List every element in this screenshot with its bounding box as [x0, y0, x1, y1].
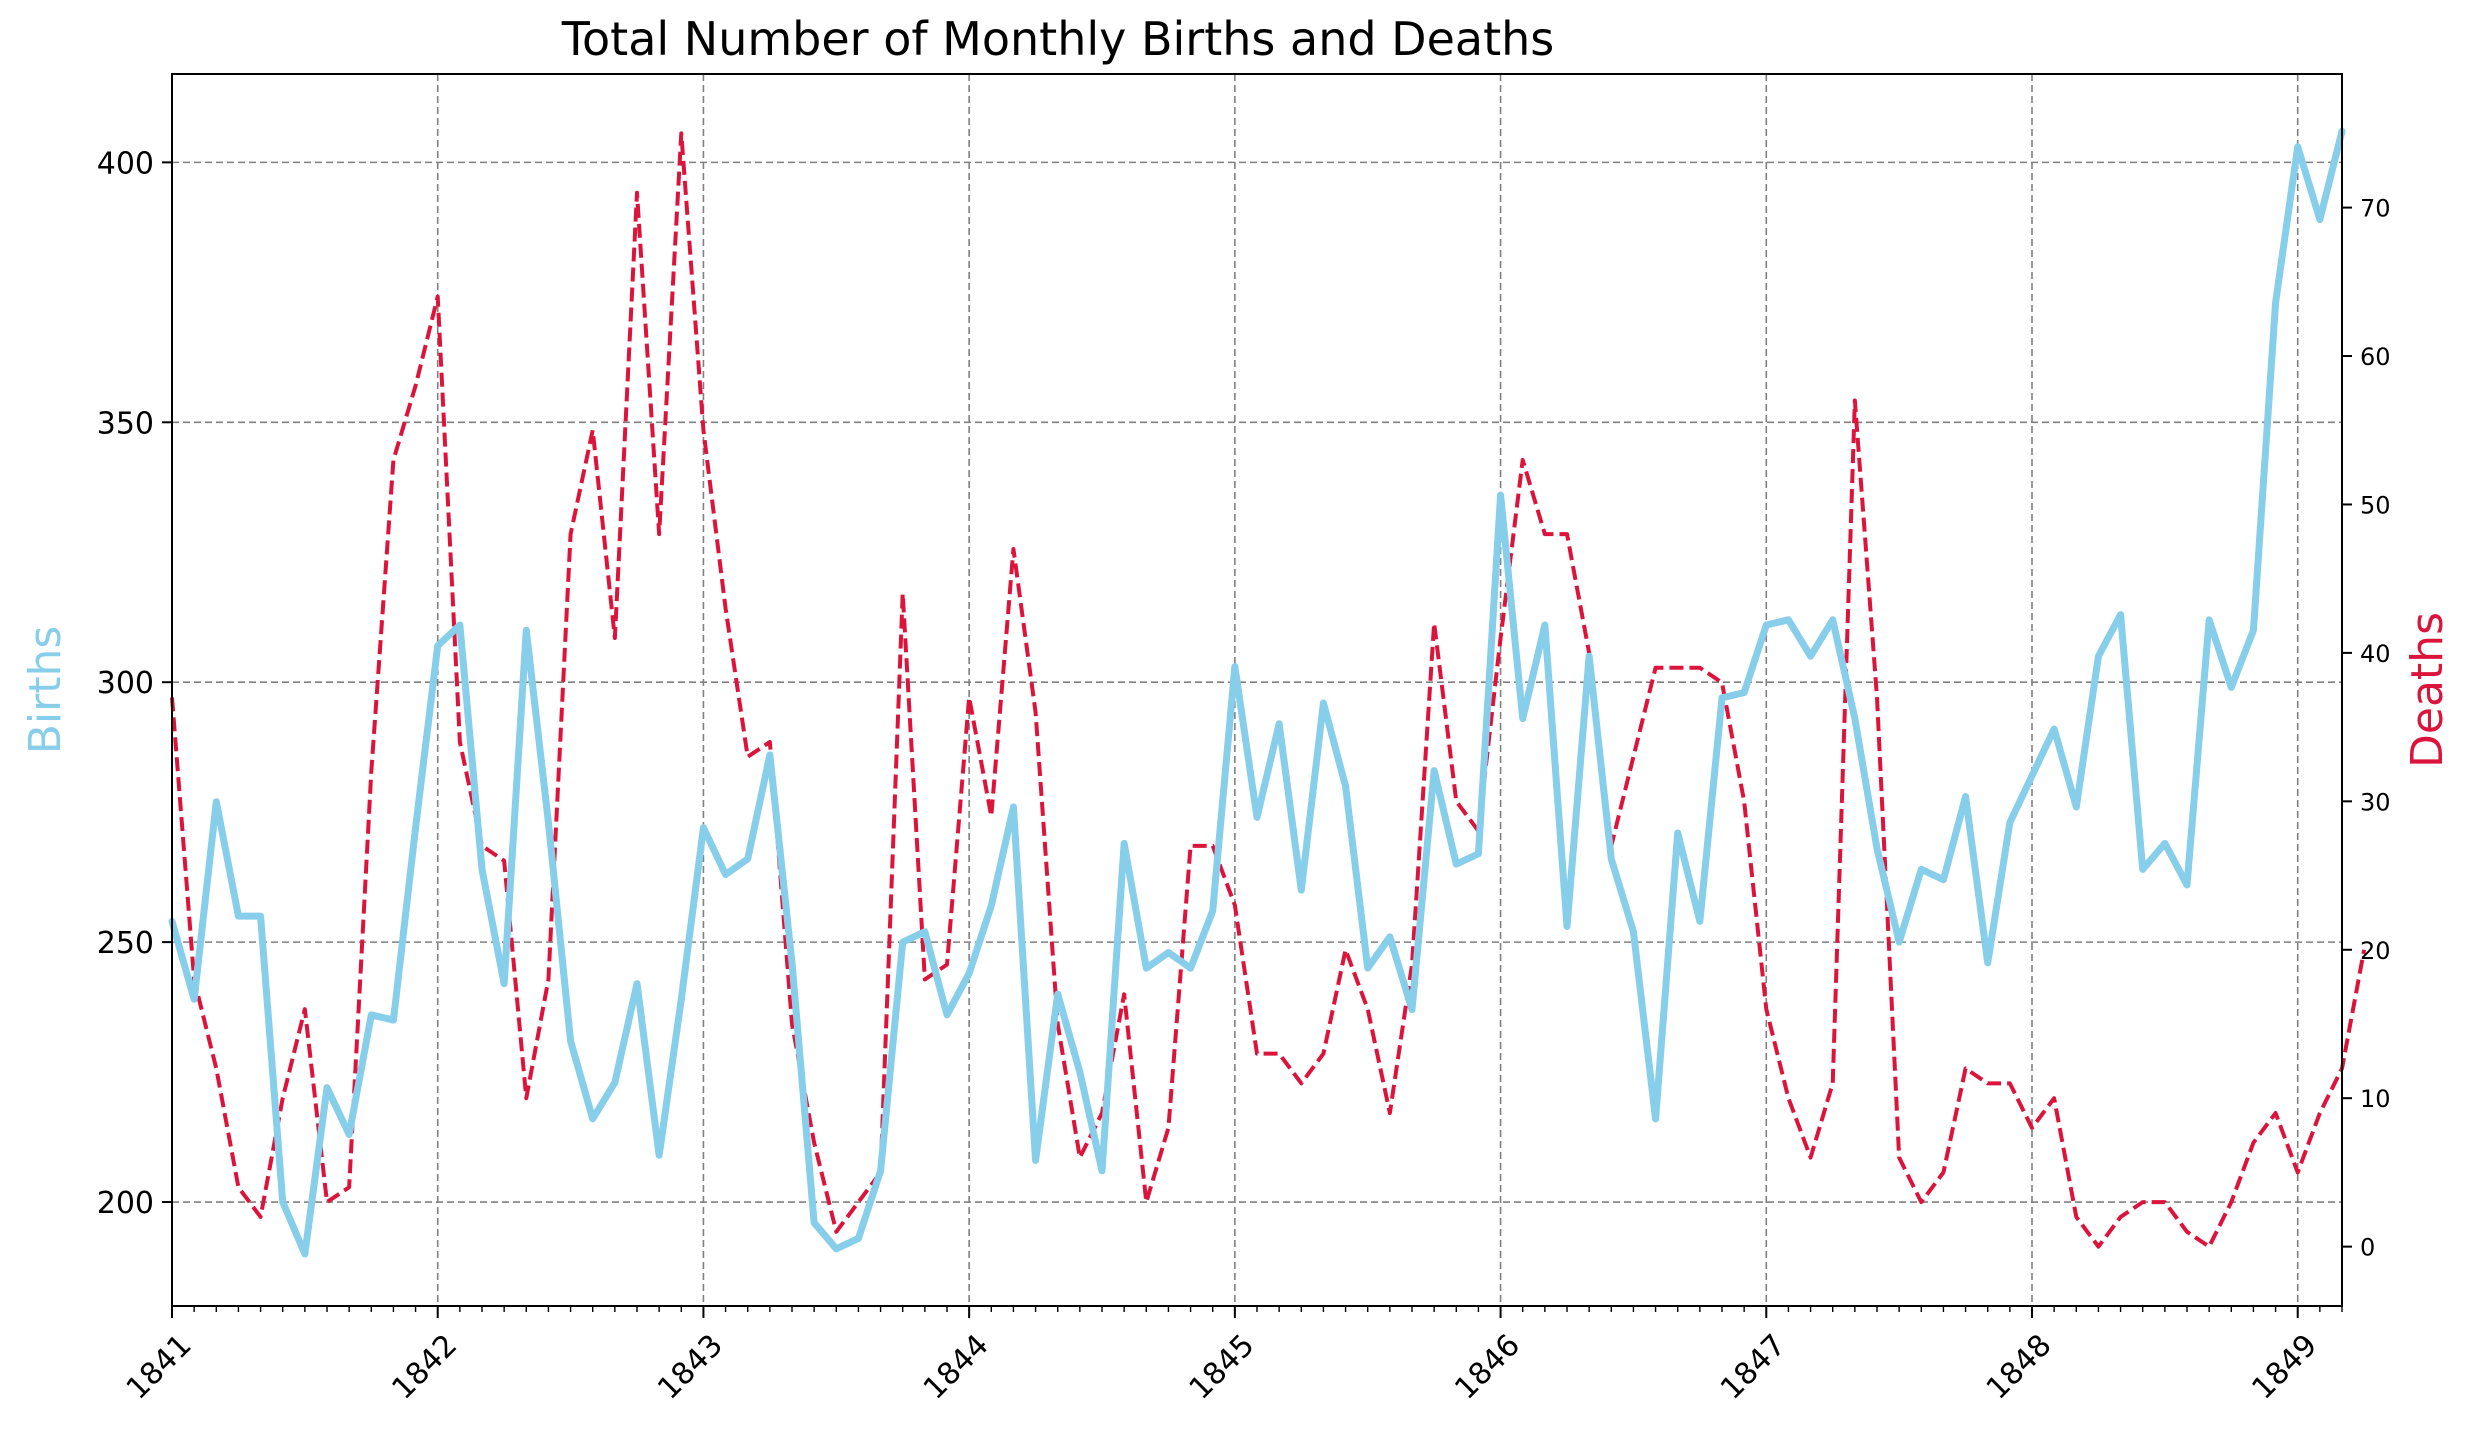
y-right-tick-label-40: 40 — [2360, 640, 2391, 668]
x-tick-label-1844: 1844 — [917, 1328, 996, 1407]
y-right-tick-label-60: 60 — [2360, 343, 2391, 371]
x-tick-label-1842: 1842 — [385, 1328, 464, 1407]
deaths-line — [170, 131, 2367, 1249]
grid-lines — [172, 74, 2342, 1306]
y-axis-label-deaths: Deaths — [2402, 612, 2453, 768]
y-left-tick-label-350: 350 — [97, 406, 154, 441]
births-series — [168, 127, 2346, 1258]
y-left-tick-label-300: 300 — [97, 666, 154, 701]
x-tick-label-1847: 1847 — [1714, 1328, 1793, 1407]
x-tick-label-1848: 1848 — [1980, 1328, 2059, 1407]
y-right-tick-label-30: 30 — [2360, 788, 2391, 816]
x-tick-label-1843: 1843 — [651, 1328, 730, 1407]
x-tick-label-1846: 1846 — [1448, 1328, 1527, 1407]
y-right-tick-label-0: 0 — [2360, 1234, 2375, 1262]
births-line — [168, 127, 2346, 1258]
y-right-tick-label-10: 10 — [2360, 1085, 2391, 1113]
x-tick-label-1845: 1845 — [1183, 1328, 1262, 1407]
y-axis-label-births: Births — [20, 626, 71, 755]
y-left-tick-label-200: 200 — [97, 1186, 154, 1221]
y-left-tick-label-250: 250 — [97, 926, 154, 961]
y-left-tick-label-400: 400 — [97, 146, 154, 181]
deaths-series — [170, 131, 2367, 1249]
y-right-tick-label-20: 20 — [2360, 937, 2391, 965]
y-right-tick-label-70: 70 — [2360, 195, 2391, 223]
plot-frame — [171, 73, 2343, 1307]
x-tick-label-1849: 1849 — [2245, 1328, 2324, 1407]
chart-title: Total Number of Monthly Births and Death… — [561, 12, 1554, 66]
x-tick-label-1841: 1841 — [120, 1328, 199, 1407]
y-right-tick-label-50: 50 — [2360, 491, 2391, 519]
